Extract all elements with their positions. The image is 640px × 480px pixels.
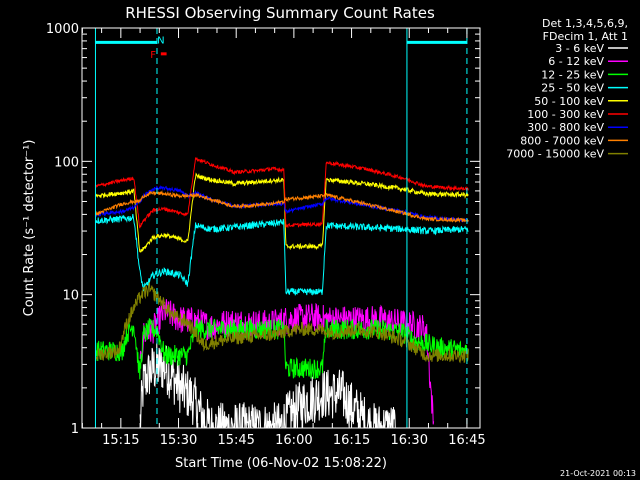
- series-line: [95, 157, 469, 229]
- plot-frame: [81, 27, 481, 429]
- series-line: [139, 299, 435, 425]
- series-line: [95, 172, 469, 253]
- legend-entry-label: 800 - 7000 keV: [520, 134, 604, 147]
- flag-label: F: [150, 50, 156, 61]
- legend-entry-label: 300 - 800 keV: [527, 121, 604, 134]
- chart-title: RHESSI Observing Summary Count Rates: [125, 4, 435, 22]
- series-line: [95, 190, 469, 223]
- series-line: [95, 282, 469, 364]
- y-axis-label: Count Rate (s⁻¹ detector⁻¹): [22, 140, 37, 317]
- y-tick-label: 10: [62, 289, 79, 304]
- legend-entry-label: 3 - 6 keV: [555, 42, 604, 55]
- y-tick-label: 1: [71, 422, 79, 437]
- legend-header: FDecim 1, Att 1: [543, 30, 628, 43]
- annotation-layer: NF: [94, 28, 468, 428]
- x-tick-label: 15:30: [160, 433, 197, 448]
- flag-label: N: [157, 35, 164, 46]
- y-tick-label: 1000: [46, 22, 79, 37]
- legend-entry-label: 50 - 100 keV: [534, 95, 604, 108]
- x-tick-label: 16:30: [391, 433, 428, 448]
- legend-entry-label: 100 - 300 keV: [527, 108, 604, 121]
- series-line: [95, 184, 469, 223]
- axis-layer: 15:15 15:30 15:45 16:00 16:15 16:30 16:45 1 10 10…: [46, 22, 486, 448]
- x-axis-label: Start Time (06-Nov-02 15:08:22): [175, 456, 387, 471]
- series-line: [95, 213, 469, 296]
- legend-entry-label: 25 - 50 keV: [541, 82, 604, 95]
- legend-entry-label: 12 - 25 keV: [541, 68, 604, 81]
- x-tick-label: 16:15: [333, 433, 370, 448]
- x-tick-label: 16:45: [448, 433, 485, 448]
- x-tick-label: 15:45: [217, 433, 254, 448]
- y-tick-label: 100: [54, 155, 79, 170]
- legend: Det 1,3,4,5,6,9,FDecim 1, Att 13 - 6 keV…: [506, 17, 628, 161]
- legend-header: Det 1,3,4,5,6,9,: [542, 17, 628, 30]
- series-layer: [95, 157, 469, 429]
- series-line: [139, 343, 396, 429]
- x-tick-label: 15:15: [102, 433, 139, 448]
- x-tick-label: 16:00: [275, 433, 312, 448]
- legend-entry-label: 7000 - 15000 keV: [506, 148, 604, 161]
- legend-entry-label: 6 - 12 keV: [548, 55, 604, 68]
- footer-timestamp: 21-Oct-2021 00:13: [560, 469, 636, 478]
